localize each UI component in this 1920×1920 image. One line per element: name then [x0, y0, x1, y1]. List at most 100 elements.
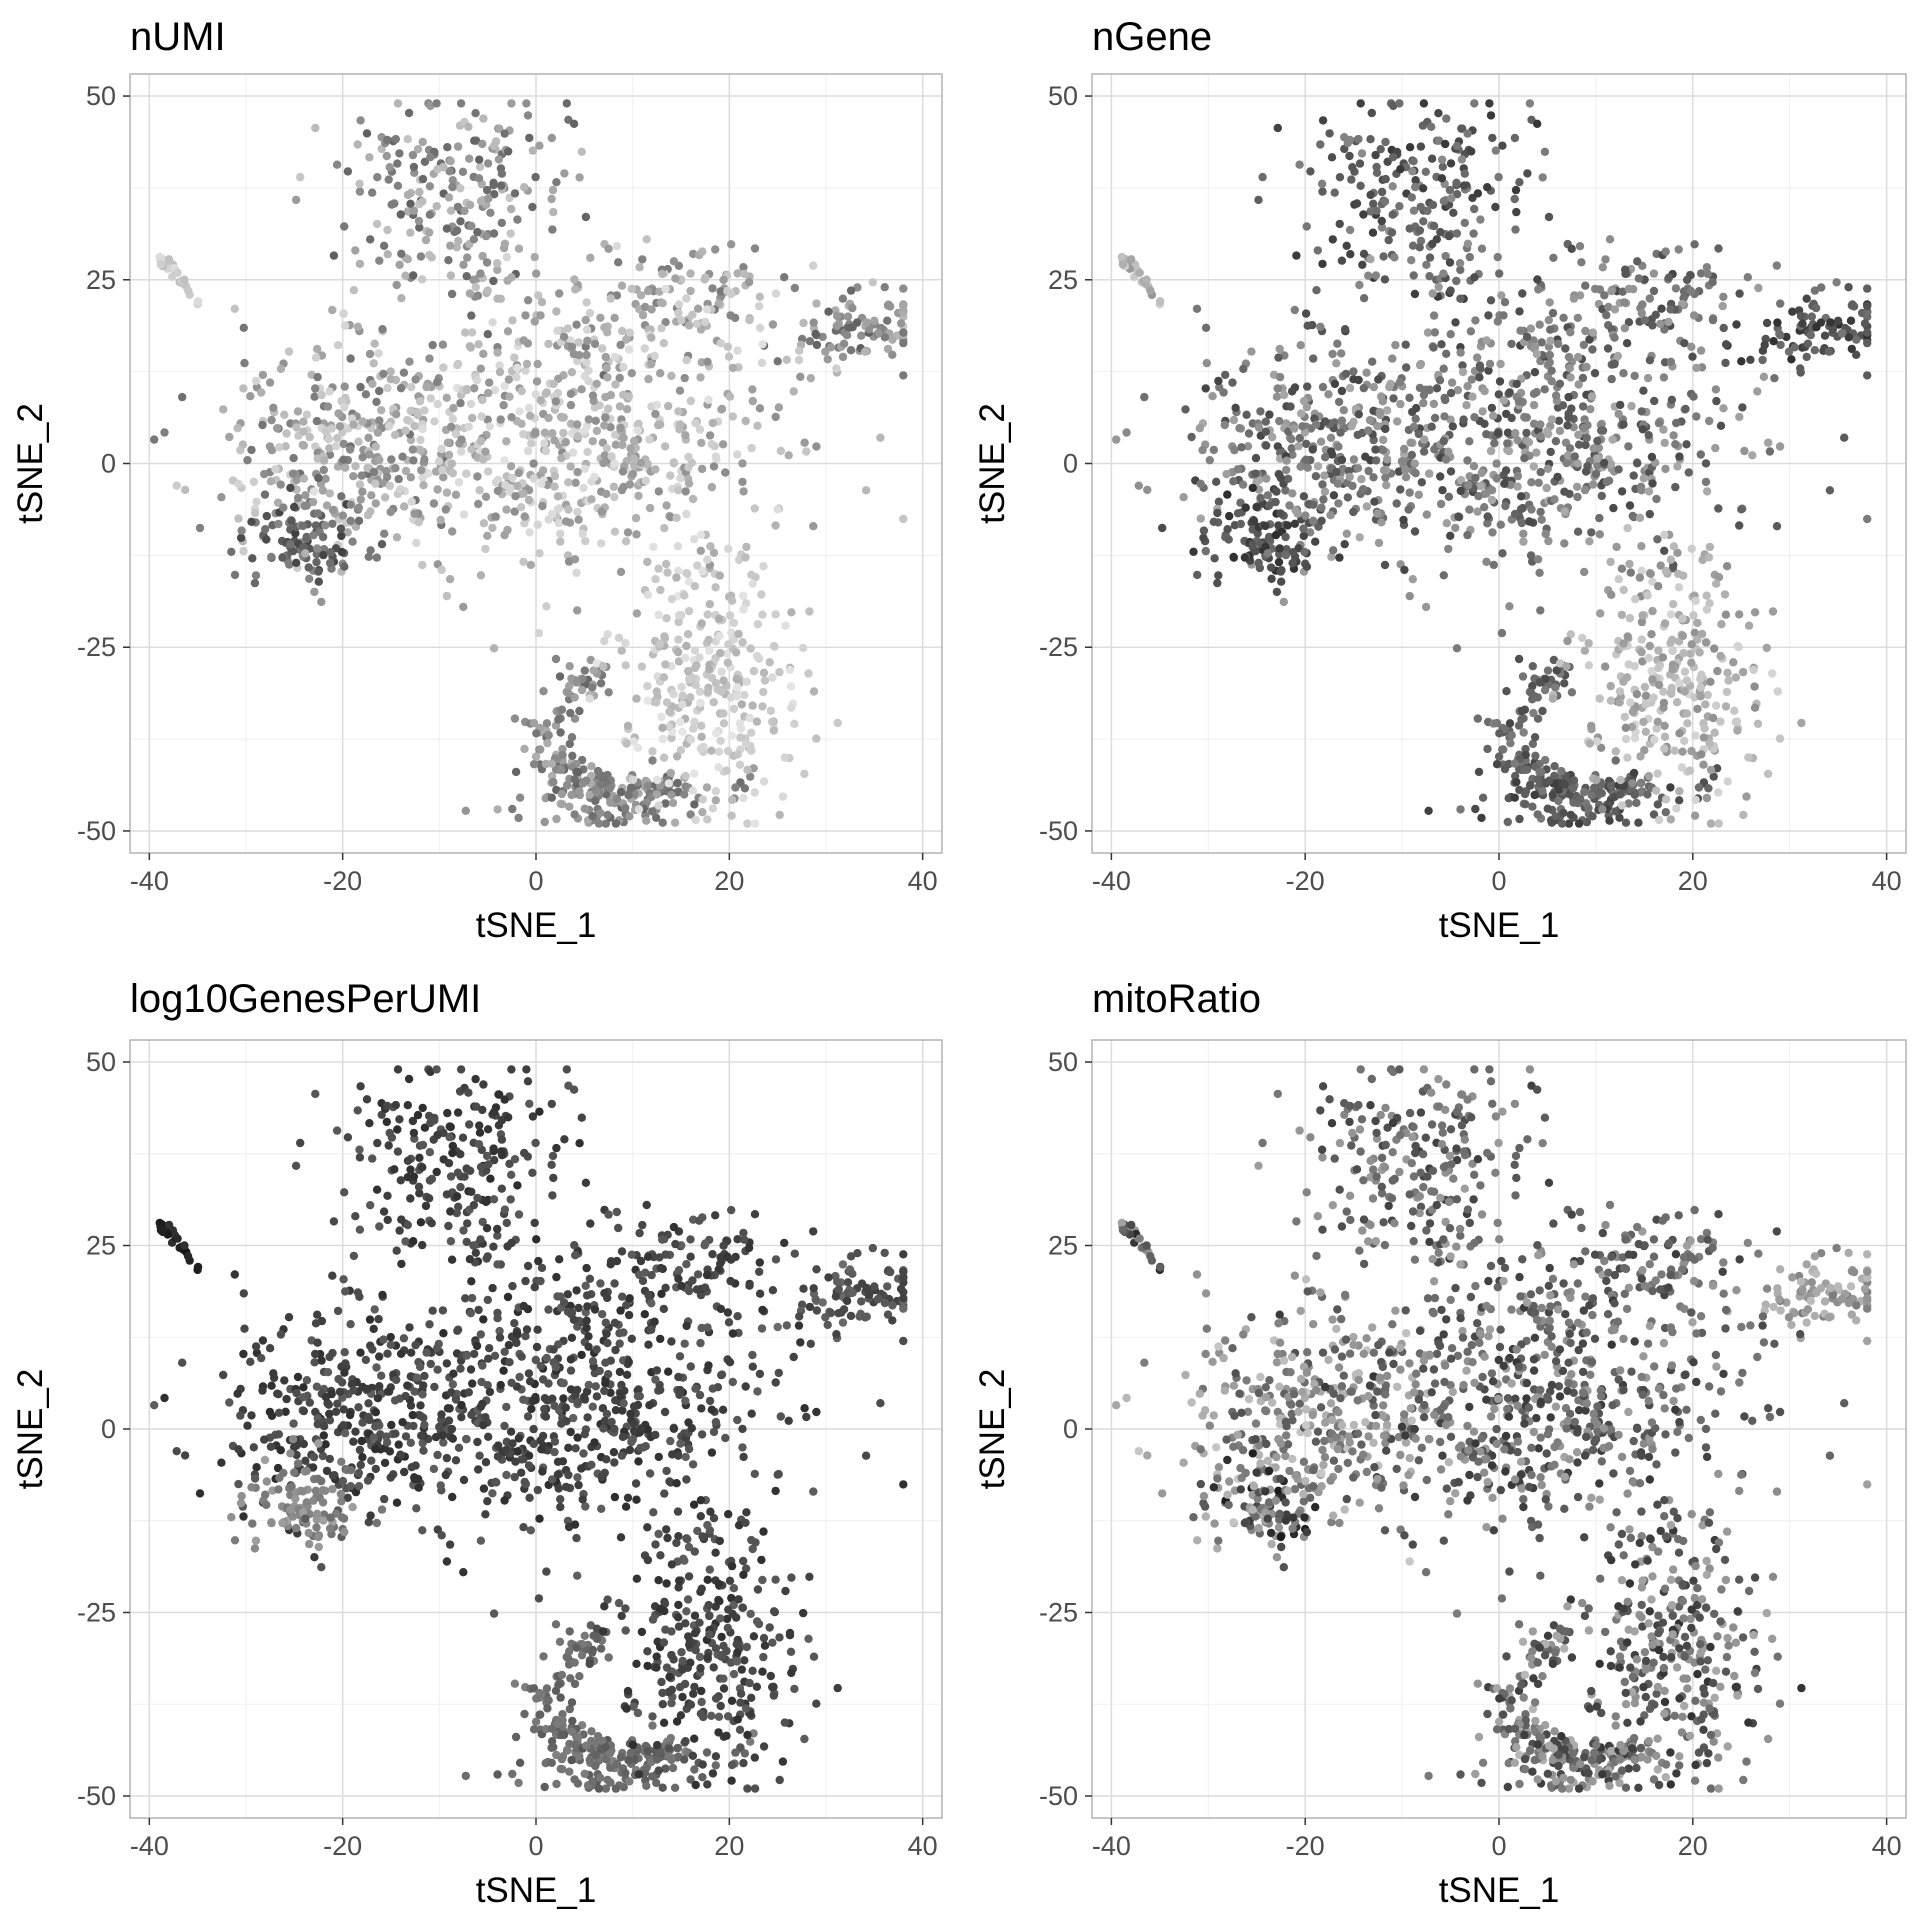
data-point — [1414, 490, 1424, 499]
data-point — [1228, 378, 1237, 387]
data-point — [1593, 461, 1602, 470]
data-point — [739, 263, 748, 272]
data-point — [1657, 304, 1666, 313]
data-point — [1696, 450, 1706, 459]
data-point — [475, 486, 484, 495]
data-point — [1654, 680, 1664, 690]
data-point — [250, 1474, 260, 1483]
data-point — [556, 537, 565, 546]
data-point — [339, 1405, 348, 1414]
data-point — [1667, 635, 1677, 644]
data-point — [1506, 739, 1515, 748]
data-point — [1566, 630, 1576, 639]
data-point — [705, 600, 714, 609]
data-point — [888, 335, 897, 344]
data-point — [488, 523, 497, 533]
data-point — [486, 208, 495, 217]
data-point — [313, 509, 323, 518]
data-point — [399, 368, 409, 377]
data-point — [870, 1282, 879, 1291]
data-point — [1229, 415, 1239, 425]
data-point — [582, 325, 592, 334]
data-point — [1317, 503, 1326, 512]
data-point — [1517, 518, 1527, 528]
data-point — [838, 294, 848, 303]
data-point — [1649, 693, 1658, 702]
data-point — [416, 1218, 426, 1227]
data-point — [697, 619, 706, 628]
data-point — [1743, 273, 1753, 282]
data-point — [1581, 440, 1590, 450]
data-point — [372, 219, 382, 229]
data-point — [399, 1334, 409, 1343]
data-point — [436, 1481, 445, 1490]
data-point — [420, 406, 429, 415]
data-point — [1719, 292, 1728, 301]
data-point — [1550, 495, 1559, 504]
data-point — [536, 745, 545, 754]
data-point — [899, 338, 908, 348]
data-point — [1566, 328, 1575, 337]
data-point — [1660, 530, 1669, 539]
data-point — [377, 406, 386, 415]
data-point — [289, 453, 298, 463]
data-point — [292, 558, 301, 567]
data-point — [471, 1074, 480, 1084]
data-point — [755, 292, 764, 301]
data-point — [447, 459, 457, 468]
data-point — [1244, 429, 1254, 438]
data-point — [1567, 404, 1576, 413]
data-point — [442, 1557, 452, 1566]
data-point — [707, 482, 717, 492]
data-point — [561, 438, 570, 447]
data-point — [1375, 407, 1385, 417]
data-point — [580, 804, 589, 813]
data-point — [1181, 405, 1190, 414]
data-point — [386, 367, 395, 376]
data-point — [733, 346, 742, 355]
data-point — [752, 651, 762, 661]
data-point — [1526, 781, 1535, 790]
data-point — [401, 466, 411, 476]
data-point — [586, 1219, 595, 1228]
data-point — [436, 515, 445, 525]
data-point — [1239, 364, 1248, 374]
data-point — [293, 493, 303, 503]
data-point — [734, 629, 743, 639]
data-point — [1427, 154, 1437, 163]
data-point — [1251, 469, 1260, 478]
data-point — [824, 307, 833, 316]
data-point — [1545, 350, 1555, 360]
data-point — [1699, 733, 1709, 742]
data-point — [1452, 190, 1462, 199]
data-point — [1288, 558, 1297, 568]
data-point — [1540, 385, 1549, 394]
data-point — [606, 798, 615, 807]
data-point — [681, 653, 690, 663]
data-point — [467, 1187, 476, 1197]
data-point — [729, 618, 739, 628]
data-point — [346, 500, 355, 509]
data-point — [1389, 394, 1398, 403]
data-point — [601, 352, 610, 362]
data-point — [709, 698, 718, 707]
data-point — [616, 340, 625, 350]
data-point — [1852, 335, 1861, 344]
data-point — [708, 1250, 717, 1259]
data-point — [1522, 428, 1531, 438]
data-point — [420, 1123, 430, 1132]
data-point — [391, 1100, 400, 1110]
data-point — [1639, 717, 1648, 727]
data-point — [654, 801, 663, 810]
data-point — [459, 260, 468, 269]
data-point — [760, 676, 770, 685]
data-point — [1306, 167, 1315, 176]
data-point — [660, 523, 669, 533]
data-point — [1303, 321, 1312, 330]
data-point — [711, 729, 721, 738]
data-point — [438, 340, 448, 349]
data-point — [296, 172, 305, 182]
data-point — [329, 1217, 339, 1226]
data-point — [447, 289, 457, 299]
data-point — [1733, 641, 1742, 651]
